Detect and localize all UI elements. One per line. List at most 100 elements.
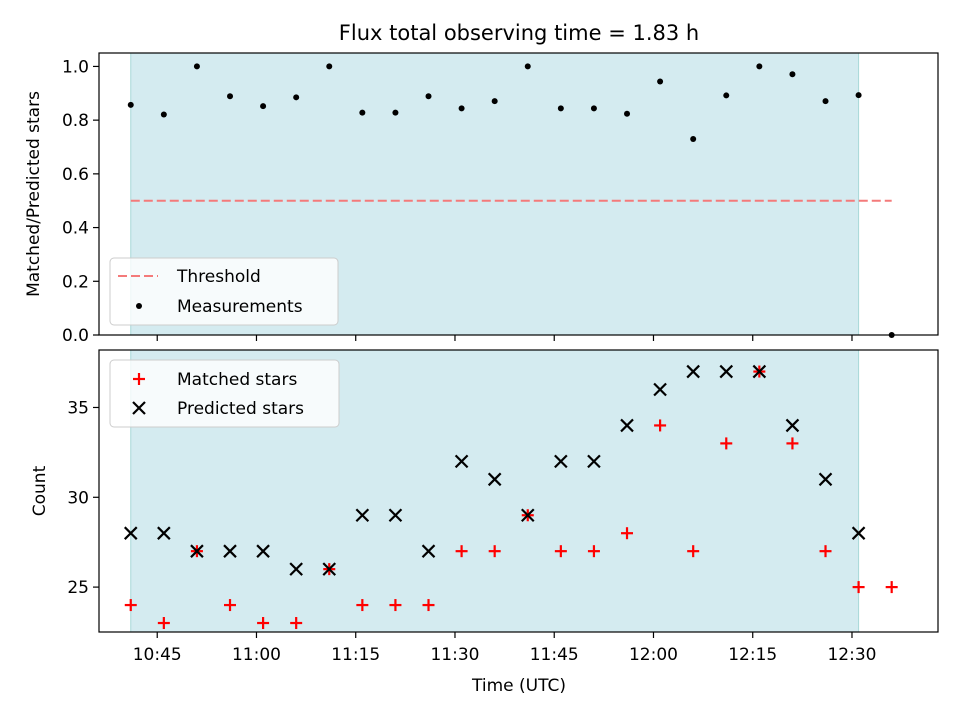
bottom-xtick-label-3: 11:30: [430, 645, 479, 665]
bottom-xtick-label-6: 12:15: [728, 645, 777, 665]
predicted-star-point: [123, 526, 138, 540]
top-panel: 0.0 0.2 0.4 0.6 0.8 1.0 Threshold Measurements: [62, 52, 939, 346]
top-legend-box: [109, 257, 339, 326]
chart-title: Flux total observing time = 1.83 h: [339, 21, 699, 45]
bottom-ytick-label-0: 25: [67, 578, 89, 598]
predicted-star-point: [223, 544, 237, 558]
top-ytick-label-3: 0.6: [62, 165, 89, 185]
top-plot-frame: [98, 52, 939, 336]
top-ytick-label-2: 0.4: [62, 219, 89, 239]
matched-star-point: [356, 599, 369, 612]
legend-matched-swatch: [133, 373, 145, 385]
matched-star-point: [389, 599, 402, 612]
bottom-plot-frame: [98, 349, 939, 633]
measurement-point: [756, 63, 763, 70]
legend-measurements-swatch: [136, 303, 142, 309]
bottom-xtick-label-1: 11:00: [232, 645, 281, 665]
predicted-star-point: [719, 364, 734, 379]
measurement-point: [160, 111, 167, 118]
matched-star-point: [554, 545, 567, 558]
predicted-star-point: [322, 562, 337, 576]
predicted-star-point: [388, 508, 403, 523]
measurement-point: [392, 109, 399, 116]
predicted-star-point: [851, 526, 866, 540]
x-axis-label: Time (UTC): [471, 676, 566, 696]
bottom-xtick-label-5: 12:00: [629, 645, 678, 665]
bottom-xtick-label-4: 11:45: [530, 645, 579, 665]
legend-predicted-label: Predicted stars: [177, 399, 304, 419]
legend-matched-label: Matched stars: [177, 370, 297, 390]
matched-star-point: [885, 581, 898, 594]
measurement-point: [227, 93, 234, 100]
measurement-point: [822, 98, 829, 105]
predicted-star-point: [256, 544, 270, 558]
predicted-star-point: [587, 454, 601, 469]
measurement-point: [359, 109, 366, 116]
predicted-star-point: [686, 364, 700, 379]
measurement-point: [491, 98, 498, 105]
bottom-legend-box: [109, 359, 340, 428]
measurement-point: [557, 105, 564, 112]
measurement-point: [193, 63, 200, 70]
matched-star-point: [224, 599, 237, 612]
measurement-point: [590, 105, 597, 112]
measurement-point: [723, 92, 730, 99]
measurement-point: [855, 92, 862, 99]
bottom-ytick-label-2: 35: [67, 398, 89, 418]
matched-star-point: [290, 617, 303, 630]
matched-star-point: [124, 599, 137, 612]
top-legend: Threshold Measurements: [109, 257, 339, 326]
matched-star-point: [819, 545, 832, 558]
matched-star-point: [654, 419, 667, 432]
predicted-star-point: [620, 418, 634, 433]
top-ytick-label-0: 0.0: [62, 326, 89, 346]
measurement-point: [624, 110, 631, 117]
predicted-star-point: [289, 562, 303, 576]
predicted-star-point: [454, 454, 469, 469]
measurement-point: [657, 78, 664, 85]
measurement-point: [260, 103, 267, 110]
predicted-star-point: [554, 454, 568, 469]
predicted-star-point: [752, 364, 767, 379]
measurement-point: [293, 94, 300, 101]
measurement-point: [690, 135, 697, 142]
predicted-star-point: [190, 544, 204, 558]
measurement-point: [326, 63, 333, 70]
matched-star-point: [852, 581, 865, 594]
legend-measurements-label: Measurements: [177, 297, 303, 317]
bottom-ytick-label-1: 30: [67, 488, 89, 508]
predicted-star-point: [818, 472, 833, 487]
predicted-star-point: [785, 418, 800, 433]
legend-threshold-label: Threshold: [176, 267, 261, 287]
matched-star-point: [587, 545, 600, 558]
matched-star-point: [786, 437, 799, 450]
matched-star-point: [157, 617, 170, 630]
predicted-star-point: [157, 526, 171, 540]
bottom-xtick-label-7: 12:30: [827, 645, 876, 665]
measurement-point: [425, 93, 432, 100]
matched-star-point: [687, 545, 700, 558]
bottom-xtick-label-0: 10:45: [133, 645, 182, 665]
measurement-point: [789, 71, 796, 78]
bottom-legend: Matched stars Predicted stars: [109, 359, 340, 428]
legend-predicted-swatch: [132, 401, 146, 415]
matched-star-point: [257, 617, 270, 630]
matched-star-point: [455, 545, 468, 558]
matched-star-point: [422, 599, 435, 612]
bottom-xtick-label-2: 11:15: [331, 645, 380, 665]
measurement-point: [127, 101, 134, 108]
matched-star-point: [488, 545, 501, 558]
predicted-star-point: [520, 508, 535, 523]
measurement-point: [458, 105, 465, 112]
matched-star-point: [720, 437, 733, 450]
predicted-star-point: [487, 472, 502, 487]
measurement-point: [524, 63, 531, 70]
predicted-star-point: [421, 544, 436, 558]
bottom-y-axis-label: Count: [30, 465, 50, 516]
bottom-panel: 25 30 35 10:45 11:00 11:15 11:30 11:45 12:00 12:1…: [67, 349, 939, 665]
predicted-star-point: [355, 508, 370, 523]
matched-star-point: [621, 527, 634, 540]
top-y-axis-label: Matched/Predicted stars: [24, 91, 44, 297]
predicted-star-point: [653, 382, 667, 397]
